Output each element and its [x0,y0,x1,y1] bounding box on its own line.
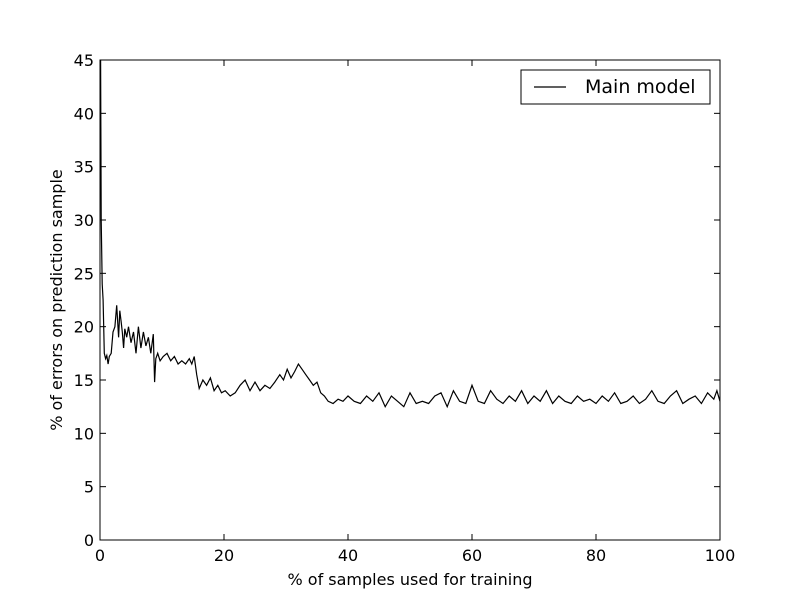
legend: Main model [520,69,711,105]
y-tick-label: 40 [74,104,94,123]
y-tick-label: 20 [74,318,94,337]
y-tick-label: 25 [74,264,94,283]
series-line-main-model [100,59,721,409]
x-tick-label: 80 [586,546,606,565]
y-tick-label: 0 [84,531,94,550]
plot-frame [99,59,721,541]
legend-label-main-model: Main model [585,76,696,98]
y-axis-label: % of errors on prediction sample [47,169,66,431]
y-tick-label: 5 [84,478,94,497]
x-tick-label: 60 [462,546,482,565]
y-tick-label: 35 [74,158,94,177]
x-tick-label: 20 [214,546,234,565]
ticks-layer: 0 20 40 60 80 100 0 5 10 15 20 25 30 35 40 45 [74,51,736,565]
series-layer [100,59,721,409]
y-tick-label: 10 [74,424,94,443]
x-tick-label: 100 [705,546,736,565]
y-tick-label: 30 [74,211,94,230]
x-tick-label: 40 [338,546,358,565]
x-axis-label: % of samples used for training [287,570,532,589]
y-tick-label: 45 [74,51,94,70]
y-tick-label: 15 [74,371,94,390]
x-tick-label: 0 [95,546,105,565]
